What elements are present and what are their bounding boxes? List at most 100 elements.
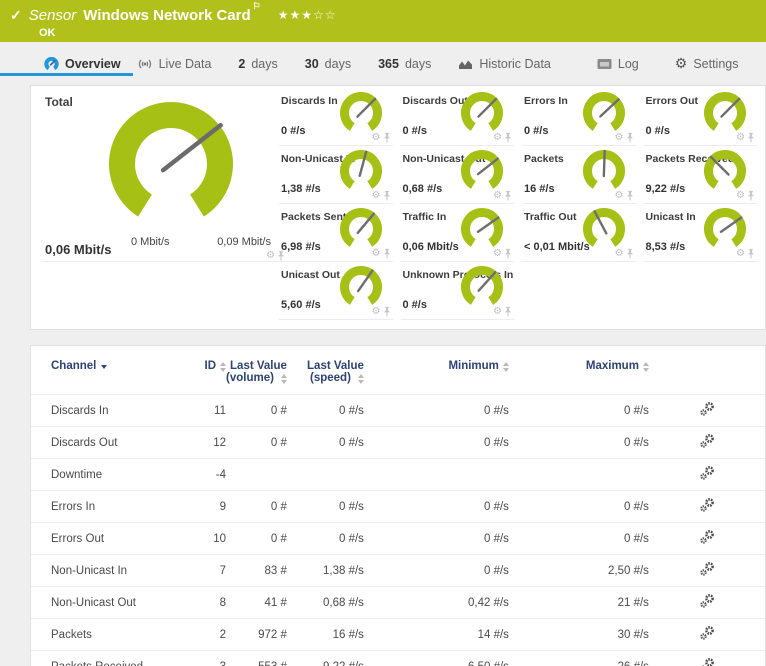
live-data-icon xyxy=(137,57,153,71)
flag-icon[interactable]: ⚐ xyxy=(252,1,261,11)
channel-name[interactable]: Errors Out xyxy=(31,522,171,555)
gauge-value: 0 #/s xyxy=(402,125,427,137)
column-header-last-value-volume[interactable]: Last Value (volume) xyxy=(226,360,287,384)
channel-settings-icon[interactable] xyxy=(699,498,715,512)
table-row[interactable]: Non-Unicast In 7 83 # 1,38 #/s 0 #/s 2,5… xyxy=(31,554,765,587)
table-row[interactable]: Packets 2 972 # 16 #/s 14 #/s 30 #/s xyxy=(31,618,765,651)
pin-icon[interactable] xyxy=(626,190,634,201)
table-row[interactable]: Errors Out 10 0 # 0 #/s 0 #/s 0 #/s xyxy=(31,522,765,555)
channel-settings-icon[interactable] xyxy=(699,562,715,576)
gear-icon[interactable]: ⚙ xyxy=(371,305,381,317)
gear-icon[interactable]: ⚙ xyxy=(371,131,381,143)
gear-icon[interactable]: ⚙ xyxy=(493,247,502,259)
pin-icon[interactable] xyxy=(504,306,512,317)
star-filled-icon[interactable]: ★ xyxy=(301,8,314,22)
tab-2-days[interactable]: 2 days xyxy=(238,56,278,71)
gauge-value: 0 #/s xyxy=(645,125,670,137)
gear-icon[interactable]: ⚙ xyxy=(493,305,502,317)
channel-settings-icon[interactable] xyxy=(699,402,715,416)
gauge-cell: Unknown Protocols In 0 #/s ⚙ xyxy=(400,262,514,320)
gauge-label: Traffic Out xyxy=(524,211,577,223)
table-row[interactable]: Non-Unicast Out 8 41 # 0,68 #/s 0,42 #/s… xyxy=(31,586,765,619)
gear-icon[interactable]: ⚙ xyxy=(614,247,624,259)
gear-icon[interactable]: ⚙ xyxy=(614,189,624,201)
column-header-channel[interactable]: Channel xyxy=(31,346,171,395)
channel-name[interactable]: Discards In xyxy=(31,394,171,427)
channel-name[interactable]: Discards Out xyxy=(31,426,171,459)
priority-stars[interactable]: ★★★☆☆ xyxy=(278,8,337,22)
channel-settings-icon[interactable] xyxy=(699,626,715,640)
tab-live-data[interactable]: Live Data xyxy=(137,57,211,71)
column-header-minimum[interactable]: Minimum xyxy=(364,346,509,395)
pin-icon[interactable] xyxy=(747,132,755,143)
pin-icon[interactable] xyxy=(383,132,391,143)
channel-name[interactable]: Packets xyxy=(31,618,171,651)
star-empty-icon[interactable]: ☆ xyxy=(324,8,337,22)
gauge-needle xyxy=(358,150,367,178)
star-filled-icon[interactable]: ★ xyxy=(289,8,302,22)
tab-historic-data[interactable]: Historic Data xyxy=(458,57,551,71)
pin-icon[interactable] xyxy=(626,248,634,259)
gear-icon[interactable]: ⚙ xyxy=(614,131,624,143)
gear-icon[interactable]: ⚙ xyxy=(493,189,502,201)
pin-icon[interactable] xyxy=(504,190,512,201)
pin-icon[interactable] xyxy=(383,248,391,259)
channel-maximum xyxy=(508,458,649,491)
table-row[interactable]: Discards In 11 0 # 0 #/s 0 #/s 0 #/s xyxy=(31,394,765,427)
channel-maximum: 0 #/s xyxy=(508,426,649,459)
channel-settings-icon[interactable] xyxy=(699,658,715,666)
channel-minimum: 0,42 #/s xyxy=(363,586,509,619)
pin-icon[interactable] xyxy=(383,306,391,317)
star-empty-icon[interactable]: ☆ xyxy=(313,8,325,22)
table-row[interactable]: Packets Received 3 553 # 9,22 #/s 6,50 #… xyxy=(31,650,765,666)
tab-overview[interactable]: Overview xyxy=(44,56,121,71)
sort-icon xyxy=(280,374,287,384)
tab-settings[interactable]: ⚙ Settings xyxy=(674,55,739,71)
channel-settings-icon[interactable] xyxy=(699,530,715,544)
channel-table-panel: Channel ID Last Value (volume) Last Value… xyxy=(30,345,766,666)
gear-icon[interactable]: ⚙ xyxy=(736,131,745,143)
column-header-last-value-speed[interactable]: Last Value (speed) xyxy=(307,360,364,384)
tab-365-days[interactable]: 365 days xyxy=(378,56,432,71)
table-row[interactable]: Discards Out 12 0 # 0 #/s 0 #/s 0 #/s xyxy=(31,426,765,459)
gauge-cell: Traffic Out < 0,01 Mbit/s ⚙ xyxy=(522,204,636,262)
pin-icon[interactable] xyxy=(626,132,634,143)
channel-name[interactable]: Non-Unicast Out xyxy=(31,586,171,619)
channel-name[interactable]: Non-Unicast In xyxy=(31,554,171,587)
gear-icon[interactable]: ⚙ xyxy=(736,247,745,259)
gear-icon[interactable]: ⚙ xyxy=(266,249,275,261)
gear-icon[interactable]: ⚙ xyxy=(493,131,502,143)
pin-icon[interactable] xyxy=(504,132,512,143)
gear-icon[interactable]: ⚙ xyxy=(371,247,381,259)
gauge xyxy=(339,266,382,305)
channel-name[interactable]: Errors In xyxy=(31,490,171,523)
gauge-label: Discards In xyxy=(281,95,338,107)
gauge-label: Discards Out xyxy=(402,95,468,107)
gear-icon[interactable]: ⚙ xyxy=(736,189,745,201)
channel-settings-icon[interactable] xyxy=(699,466,715,480)
channel-settings-icon[interactable] xyxy=(699,434,715,448)
column-header-id[interactable]: ID xyxy=(171,346,226,395)
channel-id: 8 xyxy=(171,586,226,619)
column-header-actions xyxy=(649,346,765,395)
pin-icon[interactable] xyxy=(747,190,755,201)
pin-icon[interactable] xyxy=(383,190,391,201)
pin-icon[interactable] xyxy=(277,250,285,261)
table-row[interactable]: Downtime -4 xyxy=(31,458,765,491)
channel-name[interactable]: Downtime xyxy=(31,458,171,491)
channel-last-value-speed xyxy=(286,458,364,491)
tab-30-days[interactable]: 30 days xyxy=(304,56,352,71)
tab-log[interactable]: Log xyxy=(597,57,639,71)
gear-icon[interactable]: ⚙ xyxy=(371,189,381,201)
channel-name[interactable]: Packets Received xyxy=(31,650,171,666)
pin-icon[interactable] xyxy=(504,248,512,259)
pin-icon[interactable] xyxy=(747,248,755,259)
table-row[interactable]: Errors In 9 0 # 0 #/s 0 #/s 0 #/s xyxy=(31,490,765,523)
channel-settings-icon[interactable] xyxy=(699,594,715,608)
gauge-cell: Packets Received 9,22 #/s ⚙ xyxy=(643,146,757,204)
channel-maximum: 0 #/s xyxy=(508,490,649,523)
gauge xyxy=(339,150,382,189)
column-header-maximum[interactable]: Maximum xyxy=(509,346,649,395)
gauge-cell: Non-Unicast Out 0,68 #/s ⚙ xyxy=(400,146,514,204)
star-filled-icon[interactable]: ★ xyxy=(277,8,290,22)
